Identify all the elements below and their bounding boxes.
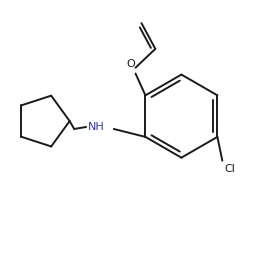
Text: O: O <box>126 59 135 69</box>
Text: Cl: Cl <box>224 164 235 173</box>
Text: NH: NH <box>88 122 104 132</box>
